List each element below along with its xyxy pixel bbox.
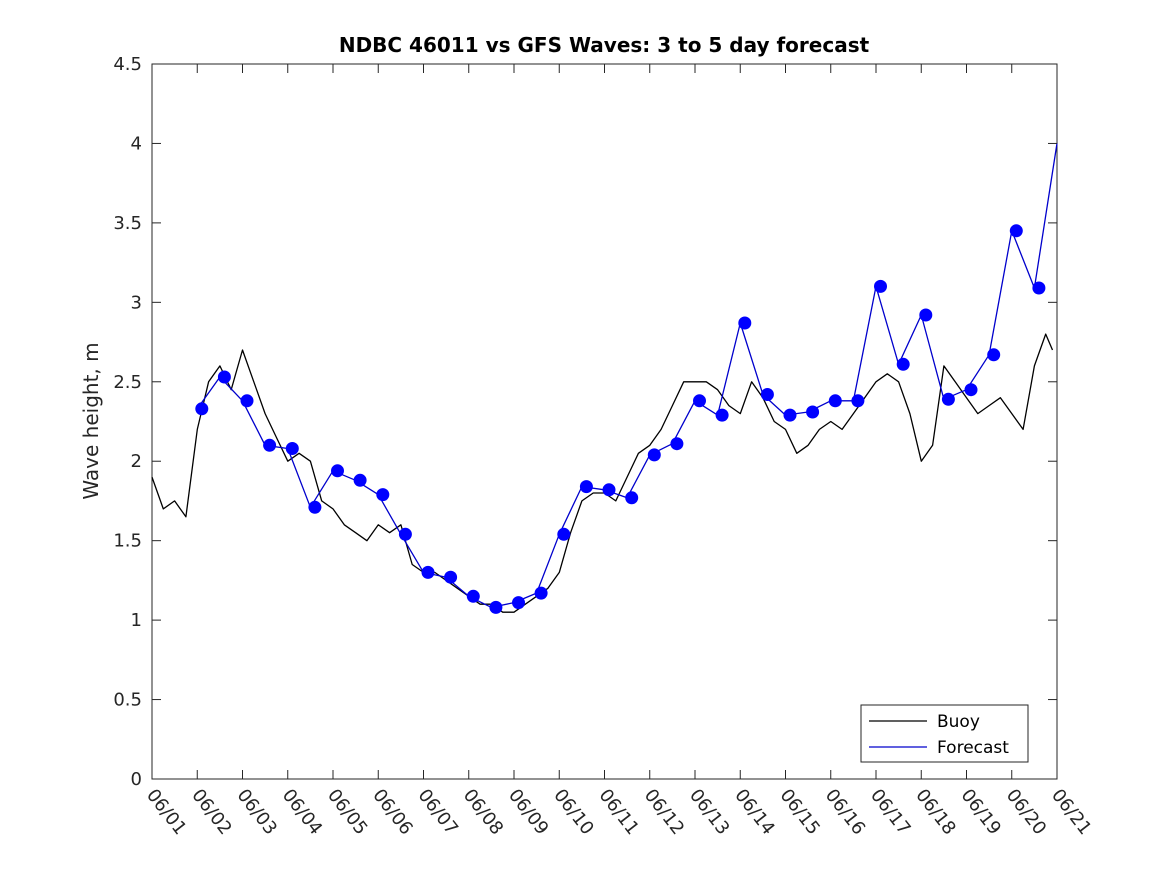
y-axis-ticks: 0 0.5 1 1.5 2 2.5 3 3.5 4 4.5 bbox=[113, 54, 1057, 790]
forecast-marker bbox=[331, 464, 344, 478]
legend: Buoy Forecast bbox=[860, 704, 1029, 763]
y-tick-label: 4 bbox=[131, 133, 142, 154]
forecast-marker bbox=[489, 600, 503, 614]
forecast-marker bbox=[874, 279, 887, 293]
forecast-marker bbox=[308, 500, 322, 514]
forecast-marker bbox=[240, 394, 254, 408]
forecast-marker bbox=[1032, 281, 1046, 295]
forecast-marker bbox=[263, 438, 277, 452]
legend-label-forecast: Forecast bbox=[937, 738, 1009, 758]
forecast-marker bbox=[738, 316, 752, 330]
y-axis-label: Wave height, m bbox=[79, 342, 103, 499]
forecast-marker bbox=[512, 596, 525, 610]
forecast-marker bbox=[851, 394, 865, 408]
legend-label-buoy: Buoy bbox=[937, 712, 980, 732]
forecast-marker bbox=[285, 442, 299, 455]
forecast-marker bbox=[534, 586, 548, 600]
forecast-marker bbox=[1009, 224, 1023, 238]
forecast-marker bbox=[647, 448, 661, 462]
forecast-marker bbox=[828, 394, 842, 408]
forecast-marker bbox=[376, 488, 390, 502]
forecast-marker bbox=[602, 483, 616, 497]
y-tick-label: 0 bbox=[131, 769, 142, 790]
y-tick-label: 1 bbox=[131, 610, 142, 631]
forecast-marker bbox=[919, 308, 933, 322]
forecast-marker bbox=[806, 405, 820, 419]
plot-area bbox=[151, 63, 1058, 780]
chart-title: NDBC 46011 vs GFS Waves: 3 to 5 day fore… bbox=[339, 33, 870, 57]
forecast-marker bbox=[760, 388, 774, 401]
forecast-marker bbox=[670, 437, 684, 451]
forecast-marker bbox=[625, 491, 639, 505]
legend-box bbox=[860, 704, 1029, 763]
forecast-marker bbox=[941, 392, 955, 406]
y-tick-label: 4.5 bbox=[113, 54, 142, 75]
forecast-marker bbox=[715, 408, 729, 422]
forecast-marker bbox=[398, 527, 412, 541]
forecast-marker bbox=[579, 480, 593, 494]
forecast-marker bbox=[195, 402, 209, 416]
y-tick-label: 1.5 bbox=[113, 531, 142, 552]
forecast-marker bbox=[444, 570, 458, 584]
y-tick-label: 2 bbox=[131, 451, 142, 472]
forecast-marker bbox=[557, 527, 571, 541]
forecast-marker bbox=[783, 408, 797, 422]
forecast-marker bbox=[987, 348, 1001, 362]
y-tick-label: 2.5 bbox=[113, 372, 142, 393]
forecast-marker bbox=[217, 370, 231, 384]
y-tick-label: 3 bbox=[131, 292, 142, 313]
forecast-marker bbox=[421, 565, 435, 579]
forecast-marker bbox=[353, 473, 367, 487]
y-tick-label: 0.5 bbox=[113, 690, 142, 711]
forecast-marker bbox=[964, 383, 978, 397]
forecast-marker bbox=[693, 394, 706, 408]
y-tick-label: 3.5 bbox=[113, 213, 142, 234]
forecast-marker bbox=[466, 589, 480, 603]
forecast-marker bbox=[896, 357, 910, 371]
